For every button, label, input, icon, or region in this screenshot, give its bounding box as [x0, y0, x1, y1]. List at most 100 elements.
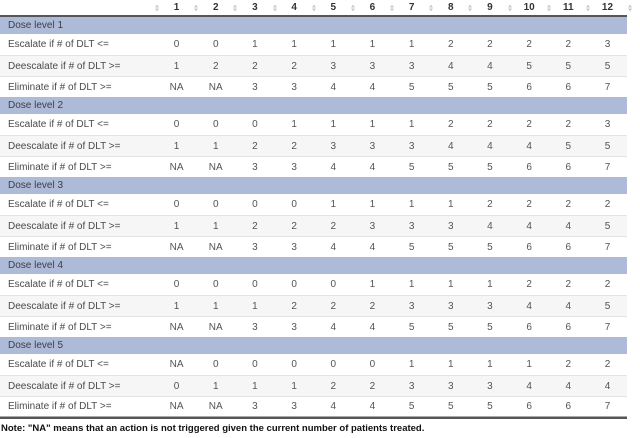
- table-cell: 3: [408, 220, 415, 232]
- sort-arrow-down: [429, 8, 434, 11]
- column-header-label: 9: [487, 1, 493, 13]
- table-cell: 4: [565, 300, 572, 312]
- column-header-9[interactable]: 9: [468, 0, 509, 15]
- table-cell: 4: [565, 220, 572, 232]
- table-cell: 2: [291, 140, 297, 152]
- column-header-3[interactable]: 3: [233, 0, 274, 15]
- table-cell: 2: [330, 300, 337, 312]
- column-header-6[interactable]: 6: [350, 0, 392, 15]
- table-cell: 4: [448, 60, 454, 72]
- table-row: Eliminate if # of DLT >= NA NA 3 3 4 4 5 5 5 6 6 7: [0, 156, 627, 177]
- table-cell: 4: [330, 321, 337, 333]
- table-cell: 2: [526, 199, 532, 210]
- table-cell: NA: [169, 241, 184, 253]
- table-cell: 1: [369, 199, 376, 210]
- sort-up-down-icon: [468, 4, 473, 11]
- table-cell: 2: [604, 359, 611, 370]
- table-cell: 2: [565, 39, 572, 50]
- table-cell: 5: [565, 60, 572, 72]
- row-label: Deescalate if # of DLT >=: [8, 220, 121, 232]
- table-cell: 4: [369, 241, 376, 253]
- sort-arrow-up: [194, 4, 199, 7]
- table-cell: 1: [212, 300, 219, 312]
- table-cell: 0: [212, 359, 219, 370]
- table-cell: 1: [369, 119, 376, 130]
- table-cell: 3: [291, 321, 297, 333]
- table-cell: 3: [408, 380, 415, 392]
- table-cell: 2: [291, 300, 297, 312]
- row-label: Escalate if # of DLT <=: [8, 279, 109, 290]
- column-header-label: 10: [523, 1, 535, 13]
- table-cell: 1: [408, 119, 415, 130]
- table-cell: 4: [448, 140, 454, 152]
- table-cell: 4: [565, 380, 572, 392]
- column-header-row: 1 2 3 4 5 6 7 8 9 10 11 12: [0, 0, 640, 15]
- table-cell: 4: [526, 140, 532, 152]
- table-cell: 3: [252, 401, 258, 412]
- table-cell: 1: [330, 39, 337, 50]
- table-cell: NA: [169, 321, 184, 333]
- table-cell: NA: [208, 401, 223, 412]
- sort-arrow-down: [628, 8, 633, 11]
- column-header-11[interactable]: 11: [546, 0, 588, 15]
- table-row: Deescalate if # of DLT >= 0 1 1 1 2 2 3 3 3 4 4 4: [0, 375, 627, 396]
- column-header-2[interactable]: 2: [194, 0, 235, 15]
- table-cell: 3: [369, 140, 376, 152]
- table-cell: 5: [487, 81, 493, 93]
- table-cell: 5: [604, 300, 611, 312]
- table-cell: 3: [369, 60, 376, 72]
- table-cell: 1: [487, 359, 493, 370]
- column-header-label: 11: [563, 1, 574, 13]
- sort-up-down-icon: [429, 4, 434, 11]
- table-cell: 2: [565, 279, 572, 290]
- table-cell: 0: [173, 39, 180, 50]
- table-cell: 4: [369, 321, 376, 333]
- table-cell: 4: [330, 81, 337, 93]
- table-cell: 0: [212, 199, 219, 210]
- table-cell: 2: [604, 199, 611, 210]
- table-cell: 1: [252, 380, 258, 392]
- table-cell: 4: [487, 220, 493, 232]
- sort-up-down-icon: [507, 4, 512, 11]
- row-label: Deescalate if # of DLT >=: [8, 300, 121, 312]
- sort-up-down-icon: [233, 4, 238, 11]
- table-cell: 3: [291, 81, 297, 93]
- table-cell: 4: [369, 161, 376, 173]
- table-cell: 1: [173, 140, 180, 152]
- table-cell: 5: [408, 241, 415, 253]
- table-cell: 3: [252, 81, 258, 93]
- table-cell: 5: [604, 140, 611, 152]
- table-cell: 2: [487, 39, 493, 50]
- column-header-7[interactable]: 7: [390, 0, 431, 15]
- column-header-label: 12: [601, 1, 614, 13]
- table-cell: 6: [565, 321, 572, 333]
- dose-action-table: Dose level 1 Escalate if # of DLT <= 0 0 1 1 1…: [0, 15, 627, 419]
- dose-level-band: Dose level 5: [0, 337, 627, 354]
- column-header-10[interactable]: 10: [507, 0, 549, 15]
- table-cell: 1: [173, 60, 180, 72]
- table-cell: 1: [369, 279, 376, 290]
- column-header-8[interactable]: 8: [429, 0, 470, 15]
- sort-arrow-down: [585, 8, 590, 11]
- column-header-label: 4: [291, 1, 297, 13]
- table-cell: 2: [330, 220, 337, 232]
- table-cell: 0: [252, 119, 258, 130]
- table-cell: 4: [369, 401, 376, 412]
- column-header-4[interactable]: 4: [272, 0, 314, 15]
- column-header-label: 6: [369, 1, 376, 13]
- table-cell: 6: [565, 81, 572, 93]
- table-cell: 3: [604, 119, 611, 130]
- column-header-12[interactable]: 12: [585, 0, 627, 15]
- table-cell: 1: [526, 359, 532, 370]
- table-cell: 3: [330, 140, 337, 152]
- table-cell: 2: [448, 39, 454, 50]
- table-cell: 2: [369, 380, 376, 392]
- column-header-label: 8: [448, 1, 454, 13]
- column-header-5[interactable]: 5: [311, 0, 353, 15]
- table-row: Deescalate if # of DLT >= 1 1 1 2 2 2 3 3 3 4 4 5: [0, 295, 627, 316]
- table-row: Deescalate if # of DLT >= 1 1 2 2 3 3 3 4 4 4 5 5: [0, 135, 627, 156]
- table-cell: 0: [252, 279, 258, 290]
- column-header-1[interactable]: 1: [155, 0, 196, 15]
- sort-up-down-icon: [155, 4, 159, 11]
